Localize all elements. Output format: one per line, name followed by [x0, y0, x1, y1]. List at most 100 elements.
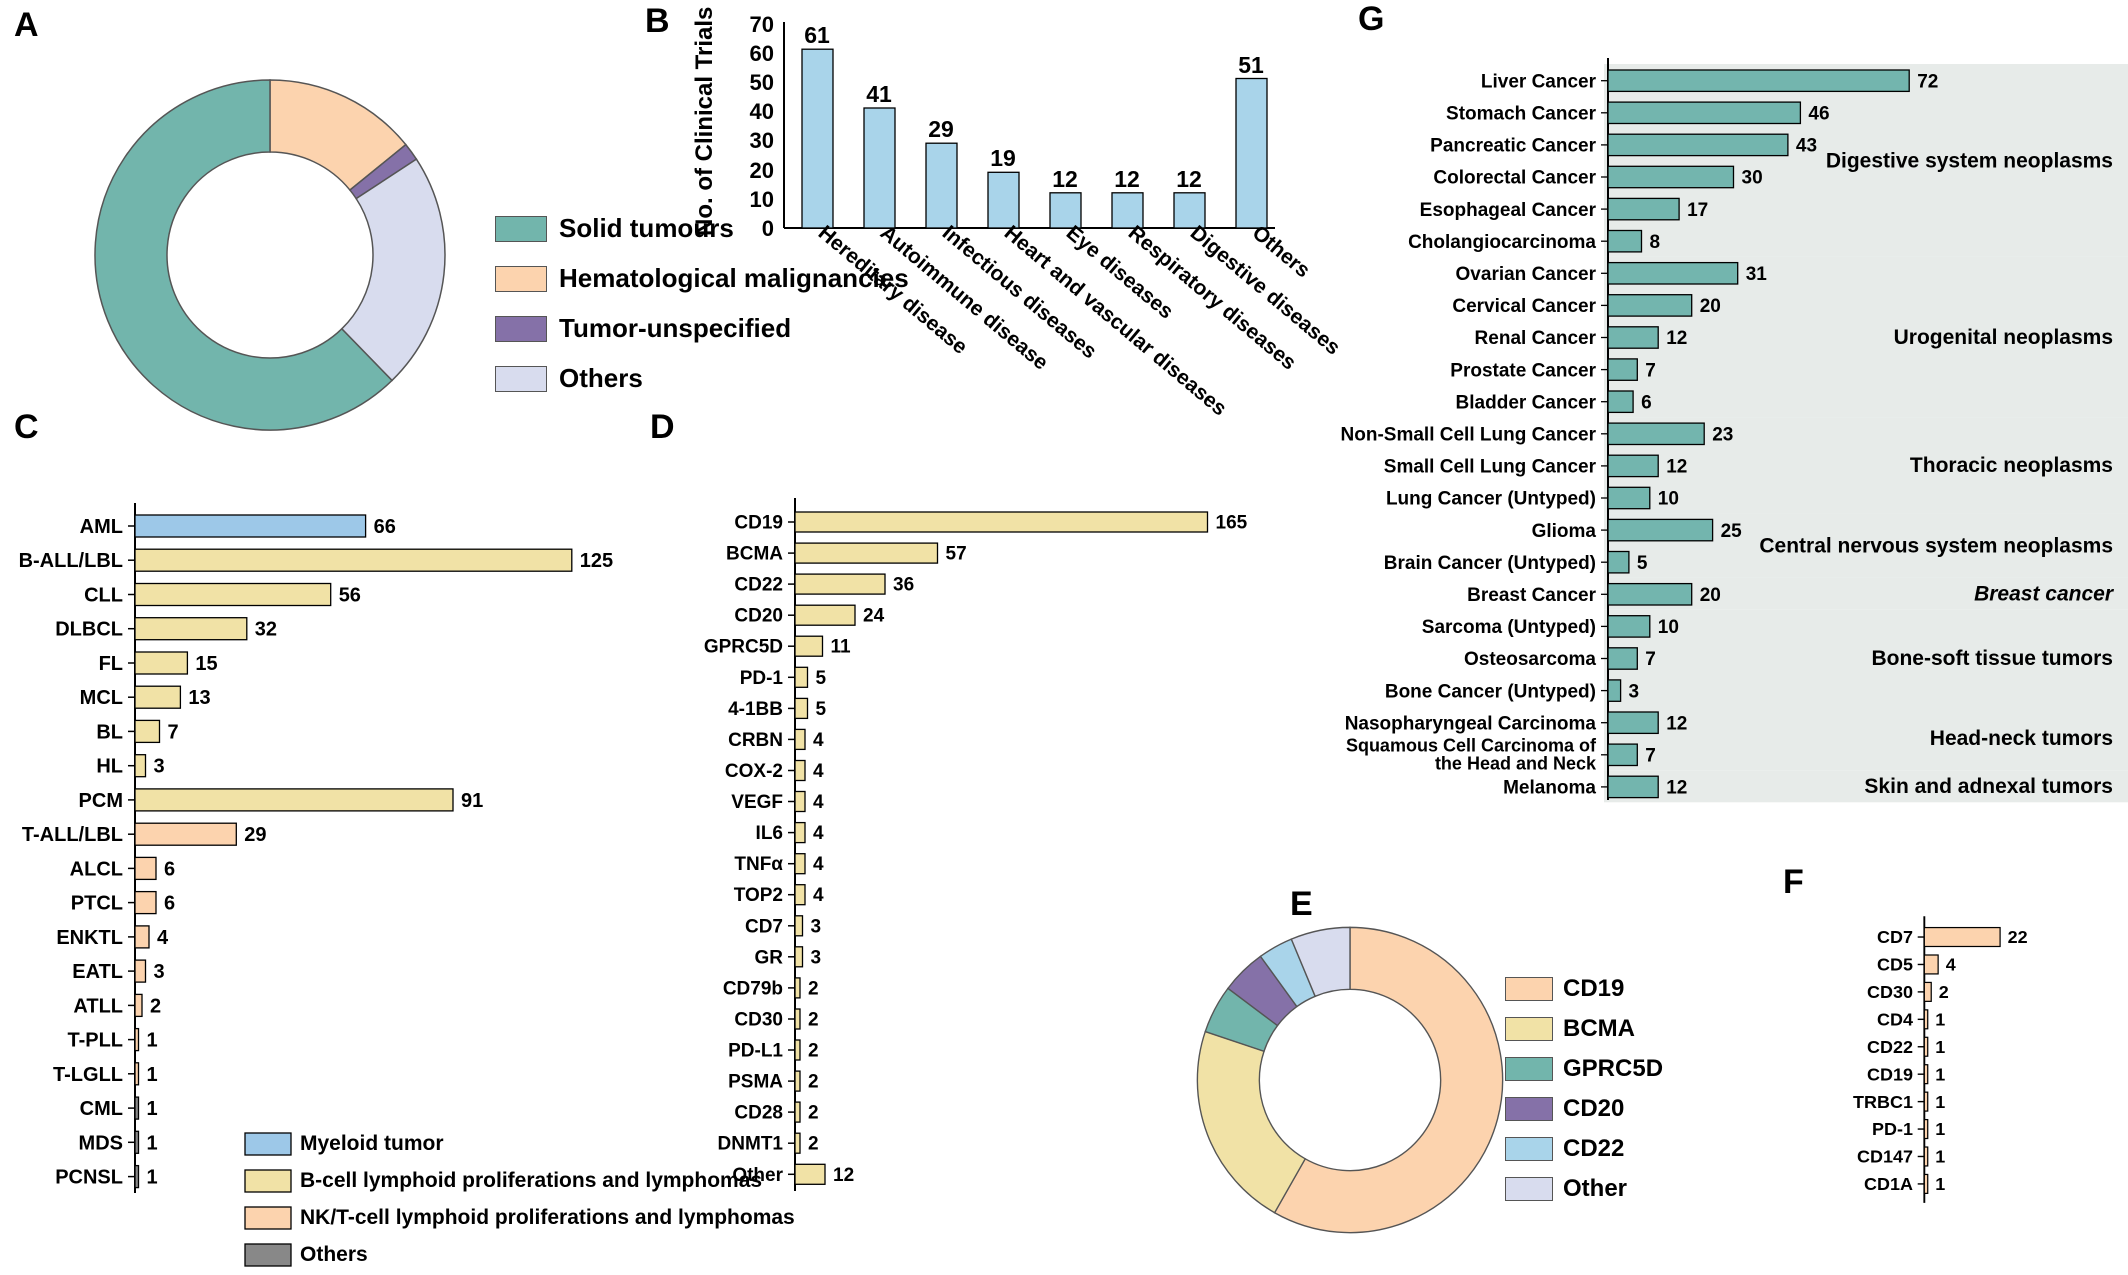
svg-text:MCL: MCL: [80, 687, 123, 709]
svg-text:Pancreatic Cancer: Pancreatic Cancer: [1430, 136, 1596, 157]
svg-text:1: 1: [147, 1098, 158, 1120]
svg-text:Melanoma: Melanoma: [1503, 778, 1596, 799]
svg-text:CLL: CLL: [84, 585, 123, 607]
svg-text:25: 25: [1721, 521, 1743, 542]
svg-text:ATLL: ATLL: [73, 995, 123, 1017]
svg-text:Heart and vascular diseases: Heart and vascular diseases: [1000, 221, 1231, 420]
svg-text:CD30: CD30: [1867, 982, 1913, 1002]
svg-text:CD22: CD22: [734, 575, 783, 596]
svg-text:1: 1: [1935, 1064, 1945, 1084]
svg-text:57: 57: [946, 544, 967, 565]
svg-text:2: 2: [808, 1103, 819, 1124]
svg-text:HL: HL: [96, 756, 123, 778]
svg-text:Colorectal Cancer: Colorectal Cancer: [1433, 168, 1596, 189]
svg-text:Small Cell Lung Cancer: Small Cell Lung Cancer: [1384, 457, 1597, 478]
svg-text:3: 3: [811, 947, 822, 968]
svg-text:56: 56: [339, 585, 361, 607]
svg-text:6: 6: [1641, 392, 1652, 413]
svg-text:20: 20: [1700, 585, 1721, 606]
svg-text:Sarcoma (Untyped): Sarcoma (Untyped): [1422, 617, 1596, 638]
svg-text:ALCL: ALCL: [70, 858, 123, 880]
svg-text:8: 8: [1650, 232, 1661, 253]
svg-text:2: 2: [808, 1041, 819, 1062]
svg-text:CD30: CD30: [734, 1010, 783, 1031]
svg-text:12: 12: [1114, 166, 1140, 192]
svg-text:23: 23: [1712, 425, 1733, 446]
svg-text:50: 50: [750, 70, 774, 95]
svg-text:7: 7: [168, 721, 179, 743]
svg-text:70: 70: [750, 12, 774, 37]
svg-text:3: 3: [1629, 681, 1640, 702]
svg-text:ENKTL: ENKTL: [56, 927, 123, 949]
svg-text:20: 20: [1700, 296, 1721, 317]
svg-text:Prostate Cancer: Prostate Cancer: [1450, 360, 1596, 381]
svg-text:Bone-soft tissue tumors: Bone-soft tissue tumors: [1871, 647, 2113, 670]
svg-text:30: 30: [1742, 168, 1763, 189]
svg-text:PD-1: PD-1: [740, 668, 784, 689]
svg-text:24: 24: [863, 606, 885, 627]
svg-text:2: 2: [808, 1010, 819, 1031]
svg-text:61: 61: [804, 22, 830, 48]
svg-text:5: 5: [1637, 553, 1648, 574]
svg-text:4: 4: [813, 885, 824, 906]
svg-text:6: 6: [164, 893, 175, 915]
svg-text:4: 4: [813, 823, 824, 844]
svg-text:7: 7: [1645, 746, 1656, 767]
svg-text:BCMA: BCMA: [726, 544, 783, 565]
svg-text:12: 12: [1052, 166, 1078, 192]
svg-text:1: 1: [1935, 1092, 1945, 1112]
svg-text:4: 4: [813, 761, 824, 782]
svg-text:CD5: CD5: [1877, 955, 1913, 975]
svg-text:7: 7: [1645, 360, 1656, 381]
svg-text:12: 12: [1176, 166, 1202, 192]
svg-text:91: 91: [461, 790, 483, 812]
svg-text:CD4: CD4: [1877, 1009, 1913, 1029]
svg-text:PSMA: PSMA: [728, 1072, 783, 1093]
svg-text:Lung Cancer (Untyped): Lung Cancer (Untyped): [1386, 489, 1596, 510]
svg-text:3: 3: [154, 756, 165, 778]
svg-text:60: 60: [750, 41, 774, 66]
svg-text:1: 1: [147, 1132, 158, 1154]
svg-text:No. of Clinical Trials: No. of Clinical Trials: [691, 7, 718, 236]
svg-text:Bone Cancer (Untyped): Bone Cancer (Untyped): [1385, 681, 1596, 702]
svg-text:51: 51: [1238, 52, 1264, 78]
svg-text:20: 20: [750, 158, 774, 183]
svg-text:DLBCL: DLBCL: [55, 619, 123, 641]
svg-text:CML: CML: [80, 1098, 123, 1120]
svg-text:Renal Cancer: Renal Cancer: [1475, 328, 1597, 349]
svg-text:Myeloid tumor: Myeloid tumor: [300, 1132, 444, 1155]
svg-text:12: 12: [1666, 778, 1687, 799]
svg-text:Head-neck tumors: Head-neck tumors: [1930, 727, 2113, 750]
svg-text:66: 66: [374, 516, 396, 538]
svg-text:Others: Others: [300, 1243, 368, 1266]
svg-text:6: 6: [164, 858, 175, 880]
svg-text:Skin and adnexal tumors: Skin and adnexal tumors: [1864, 775, 2113, 798]
svg-text:4: 4: [157, 927, 169, 949]
svg-text:CD22: CD22: [1867, 1037, 1913, 1057]
svg-text:4: 4: [1946, 955, 1956, 975]
svg-text:12: 12: [833, 1165, 854, 1186]
svg-text:PCM: PCM: [79, 790, 123, 812]
svg-text:EATL: EATL: [72, 961, 123, 983]
svg-text:TNFα: TNFα: [734, 854, 783, 875]
svg-text:T-PLL: T-PLL: [67, 1030, 123, 1052]
svg-text:VEGF: VEGF: [731, 792, 783, 813]
svg-text:1: 1: [147, 1030, 158, 1052]
svg-text:5: 5: [816, 699, 827, 720]
svg-text:Stomach Cancer: Stomach Cancer: [1446, 104, 1597, 125]
svg-text:CD28: CD28: [734, 1103, 783, 1124]
svg-text:1: 1: [147, 1064, 158, 1086]
svg-text:TOP2: TOP2: [734, 885, 783, 906]
svg-text:Breast cancer: Breast cancer: [1974, 583, 2115, 606]
svg-text:29: 29: [928, 116, 954, 142]
svg-text:COX-2: COX-2: [725, 761, 783, 782]
svg-text:4-1BB: 4-1BB: [728, 699, 783, 720]
svg-text:Glioma: Glioma: [1532, 521, 1597, 542]
svg-text:165: 165: [1216, 513, 1248, 534]
svg-text:T-ALL/LBL: T-ALL/LBL: [22, 824, 123, 846]
svg-text:CD79b: CD79b: [723, 978, 783, 999]
svg-text:10: 10: [750, 187, 774, 212]
svg-text:32: 32: [255, 619, 277, 641]
svg-text:40: 40: [750, 99, 774, 124]
svg-text:Brain Cancer (Untyped): Brain Cancer (Untyped): [1384, 553, 1596, 574]
